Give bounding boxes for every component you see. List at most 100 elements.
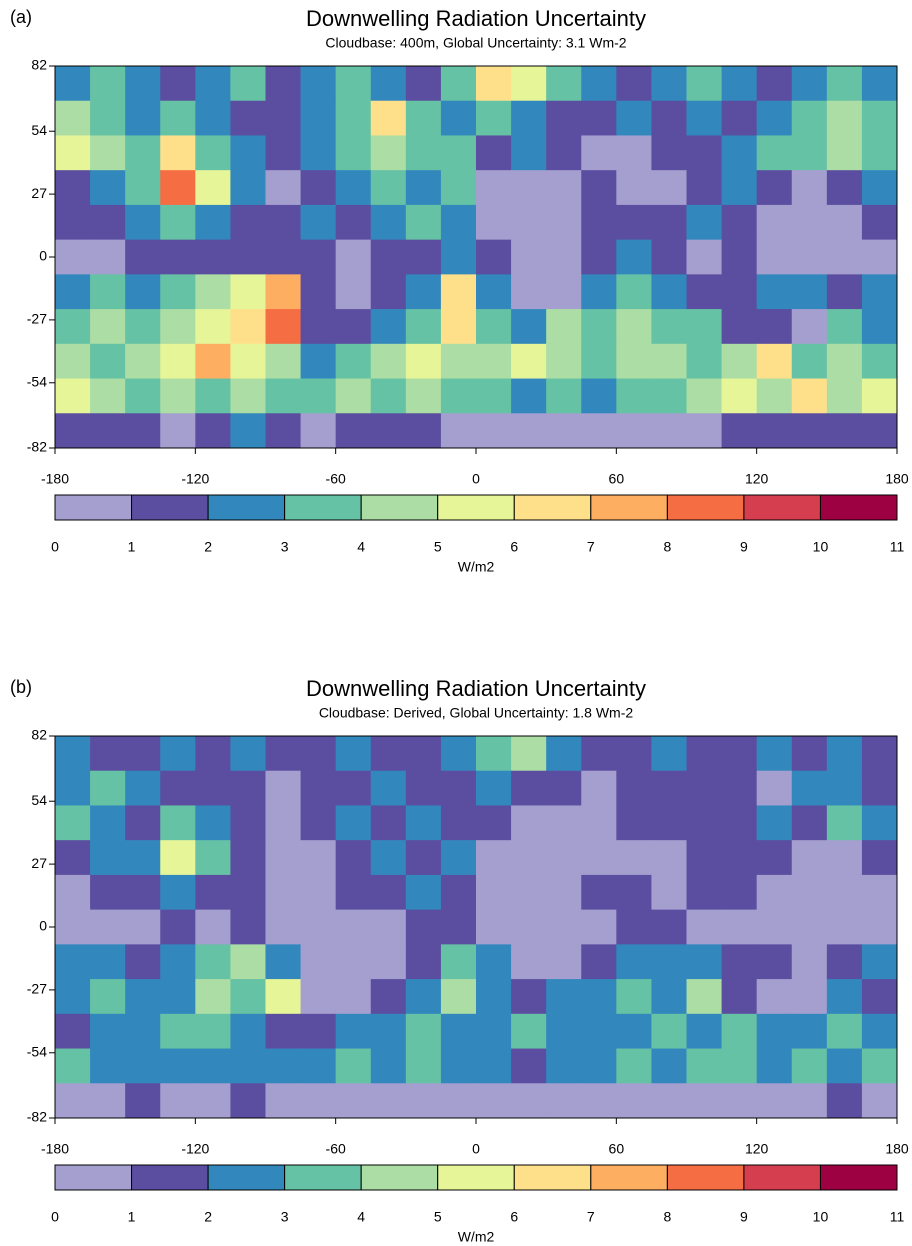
grid-cell	[581, 66, 617, 102]
grid-cell	[861, 1013, 898, 1049]
grid-cell	[861, 309, 898, 345]
grid-cell	[440, 274, 477, 310]
grid-cell	[686, 135, 722, 171]
grid-cell	[791, 343, 828, 379]
grid-cell	[791, 170, 828, 206]
grid-cell	[721, 840, 758, 876]
colorbar-box	[513, 494, 592, 521]
colorbar-box	[513, 1164, 592, 1191]
grid-cell	[300, 840, 337, 876]
grid-cell	[195, 874, 231, 911]
grid-cell	[686, 66, 722, 102]
grid-cell	[616, 1083, 652, 1119]
grid-cell	[581, 1048, 617, 1084]
grid-cell	[125, 874, 161, 911]
colorbar-tick-label: 1	[128, 1209, 136, 1225]
grid-cell	[721, 770, 758, 806]
grid-cell	[440, 378, 477, 414]
grid-cell	[195, 239, 231, 275]
grid-cell	[756, 805, 793, 841]
grid-cell	[756, 1083, 793, 1119]
grid-cell	[370, 274, 407, 310]
grid-cell	[791, 770, 828, 806]
grid-cell	[195, 805, 231, 841]
grid-cell	[546, 378, 582, 414]
grid-cell	[861, 170, 898, 206]
grid-cell	[55, 378, 91, 414]
colorbar-box	[437, 1164, 515, 1191]
colorbar-box	[819, 1164, 898, 1191]
grid-cell	[581, 736, 617, 772]
grid-cell	[300, 909, 337, 945]
grid-cell	[90, 413, 126, 449]
grid-cell	[125, 840, 161, 876]
grid-cell	[546, 204, 582, 241]
grid-cell	[300, 66, 337, 102]
grid-cell	[791, 1083, 828, 1119]
grid-cell	[90, 909, 126, 945]
grid-cell	[721, 805, 758, 841]
grid-cell	[651, 1048, 687, 1084]
grid-cell	[546, 170, 582, 206]
grid-cell	[756, 1013, 793, 1049]
grid-cell	[686, 309, 722, 345]
grid-cell	[265, 840, 301, 876]
grid-cell	[616, 343, 652, 379]
grid-cell	[651, 736, 687, 772]
grid-cell	[265, 204, 301, 241]
grid-cell	[125, 1083, 161, 1119]
grid-cell	[476, 135, 512, 171]
grid-cell	[791, 413, 828, 449]
colorbar-tick-label: 5	[434, 1209, 442, 1225]
grid-cell	[686, 840, 722, 876]
grid-cell	[335, 239, 372, 275]
grid-cell	[861, 944, 898, 980]
grid-cell	[160, 170, 196, 206]
grid-cell	[195, 170, 231, 206]
grid-cell	[160, 413, 196, 449]
grid-cell	[861, 1048, 898, 1084]
grid-cell	[405, 909, 442, 945]
grid-cell	[125, 1013, 161, 1049]
grid-cell	[686, 770, 722, 806]
grid-cell	[90, 944, 126, 980]
grid-cell	[476, 979, 512, 1015]
grid-cell	[300, 979, 337, 1015]
colorbar-tick-label: 4	[357, 539, 365, 555]
colorbar-tick-label: 10	[813, 539, 829, 555]
grid-cell	[160, 66, 196, 102]
grid-cell	[440, 874, 477, 911]
colorbar-box	[284, 1164, 362, 1191]
grid-cell	[405, 170, 442, 206]
grid-cell	[370, 770, 407, 806]
grid-cell	[300, 204, 337, 241]
grid-cell	[230, 66, 266, 102]
grid-cell	[511, 840, 547, 876]
grid-cell	[370, 909, 407, 945]
grid-cell	[651, 840, 687, 876]
grid-cell	[265, 274, 301, 310]
grid-cell	[686, 274, 722, 310]
grid-cell	[756, 309, 793, 345]
grid-cell	[616, 170, 652, 206]
grid-cell	[686, 1013, 722, 1049]
grid-cell	[405, 204, 442, 241]
grid-cell	[476, 274, 512, 310]
grid-cell	[265, 66, 301, 102]
grid-cell	[55, 736, 91, 772]
grid-cell	[265, 909, 301, 945]
grid-cell	[370, 1083, 407, 1119]
grid-cell	[55, 343, 91, 379]
colorbar-box	[743, 1164, 821, 1191]
grid-cell	[55, 874, 91, 911]
grid-cell	[546, 309, 582, 345]
grid-cell	[440, 170, 477, 206]
panel: (a) Downwelling Radiation Uncertainty Clou…	[10, 6, 909, 575]
grid-cell	[546, 770, 582, 806]
grid-cell	[546, 944, 582, 980]
grid-cell	[616, 874, 652, 911]
grid-cell	[476, 413, 512, 449]
grid-cell	[160, 736, 196, 772]
grid-cell	[90, 805, 126, 841]
colorbar-box	[131, 494, 209, 521]
